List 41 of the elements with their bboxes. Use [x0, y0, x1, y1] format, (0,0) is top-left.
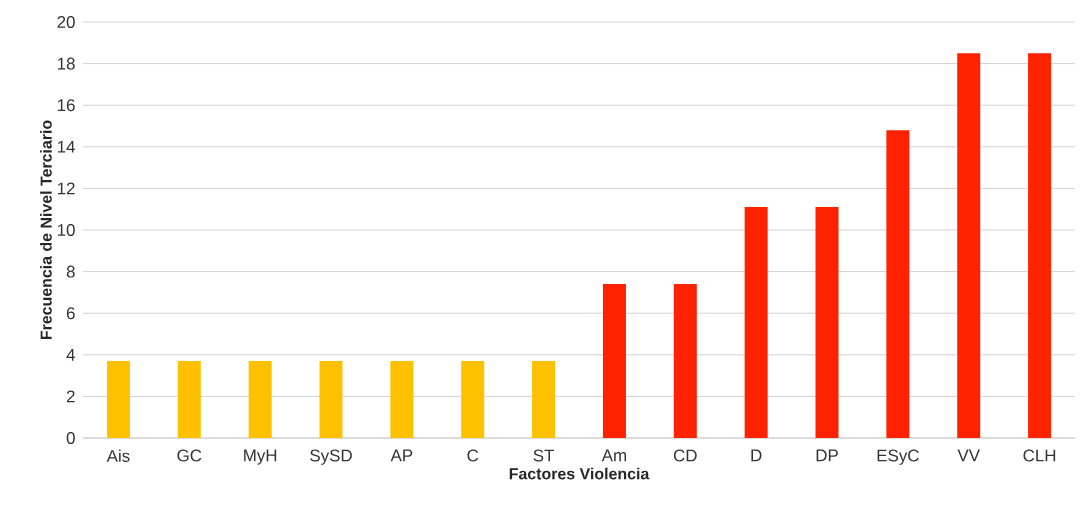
x-tick-label: DP	[816, 449, 838, 462]
bar	[106, 361, 130, 438]
bar	[602, 284, 626, 438]
bar	[461, 361, 485, 438]
x-tick-label: SySD	[310, 449, 352, 465]
bar	[673, 284, 697, 438]
x-tick-label: MyH	[244, 449, 277, 465]
x-tick-label: GC	[177, 449, 202, 462]
y-tick-label: 2	[66, 390, 75, 403]
x-tick-label: AP	[390, 449, 413, 462]
y-tick-label: 4	[66, 348, 75, 361]
bar	[248, 361, 272, 438]
bar	[815, 207, 839, 438]
y-tick-label: 20	[57, 16, 75, 28]
bar	[319, 361, 343, 438]
x-tick-label: Ais	[106, 449, 130, 462]
x-tick-label: Am	[601, 449, 627, 462]
bar	[532, 361, 556, 438]
x-axis-title: Factores Violencia	[509, 467, 650, 480]
y-axis-title: Frecuencia de Nivel Terciario	[40, 120, 52, 340]
y-tick-label: 0	[66, 432, 75, 444]
x-tick-label: C	[467, 449, 479, 462]
bar	[886, 130, 910, 438]
y-tick-label: 6	[66, 307, 75, 320]
x-tick-label: ESyC	[877, 449, 919, 465]
bar	[177, 361, 201, 438]
x-tick-label: D	[751, 449, 762, 462]
bar	[1028, 53, 1052, 438]
y-tick-label: 12	[57, 182, 75, 195]
y-tick-label: 8	[66, 265, 75, 278]
x-tick-label: CLH	[1023, 449, 1056, 462]
bar	[390, 361, 414, 438]
y-tick-label: 18	[57, 57, 75, 70]
y-tick-label: 16	[57, 99, 75, 112]
y-tick-label: 14	[57, 140, 75, 153]
y-tick-label: 10	[57, 224, 75, 236]
x-tick-label: ST	[533, 449, 554, 462]
x-tick-label: CD	[673, 449, 697, 462]
x-tick-label: VV	[957, 449, 980, 462]
bar	[957, 53, 981, 438]
bar	[744, 207, 768, 438]
